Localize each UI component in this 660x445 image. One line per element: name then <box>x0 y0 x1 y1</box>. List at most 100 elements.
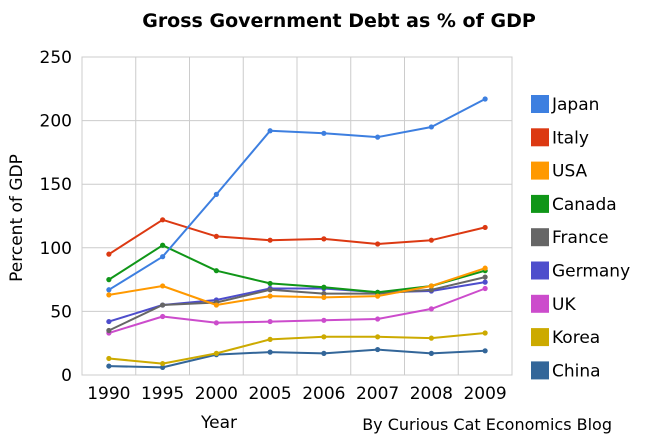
y-tick-label: 50 <box>50 302 72 322</box>
legend-swatch-korea <box>531 328 549 347</box>
y-tick-label: 250 <box>40 48 72 68</box>
x-tick-label: 2009 <box>463 384 506 404</box>
x-tick-label: 2000 <box>195 384 238 404</box>
grid <box>81 56 513 376</box>
legend: Japan Italy USA Canada France Germany UK Korea C… <box>531 95 630 381</box>
data-point-korea <box>428 335 434 341</box>
series-line-uk <box>108 287 486 334</box>
data-point-italy <box>213 233 219 239</box>
data-point-china <box>160 364 166 370</box>
data-point-korea <box>321 334 327 340</box>
x-tick-label: 1990 <box>87 384 130 404</box>
data-point-japan <box>321 130 327 136</box>
legend-label-korea: Korea <box>552 328 600 348</box>
credit-text: By Curious Cat Economics Blog <box>362 415 612 434</box>
legend-swatch-uk <box>531 294 549 313</box>
data-point-germany <box>482 279 488 285</box>
data-point-japan <box>267 128 273 134</box>
data-point-uk <box>428 306 434 312</box>
x-axis-label: Year <box>200 413 237 433</box>
y-tick-label: 200 <box>40 112 72 132</box>
data-point-usa <box>428 283 434 289</box>
data-point-germany <box>106 318 112 325</box>
data-point-korea <box>106 355 112 362</box>
legend-label-usa: USA <box>552 162 588 182</box>
data-point-uk <box>267 318 273 325</box>
x-tick-label: 2007 <box>356 384 399 404</box>
data-point-italy <box>267 237 273 243</box>
data-point-france <box>428 287 434 293</box>
series-line-usa <box>108 267 486 306</box>
data-point-canada <box>267 280 273 287</box>
legend-label-japan: Japan <box>551 95 599 115</box>
data-point-canada <box>213 268 219 274</box>
legend-swatch-germany <box>531 261 549 280</box>
data-point-usa <box>267 293 273 299</box>
data-point-italy <box>106 251 112 257</box>
data-point-china <box>267 349 273 355</box>
legend-swatch-japan <box>531 95 549 113</box>
data-point-china <box>106 363 112 369</box>
y-tick-label: 100 <box>40 239 72 259</box>
data-point-japan <box>375 134 381 140</box>
data-point-canada <box>375 289 381 295</box>
data-point-italy <box>375 241 381 247</box>
series-line-japan <box>108 98 486 291</box>
data-point-japan <box>106 287 112 293</box>
data-point-japan <box>482 96 488 102</box>
x-tick-label: 2006 <box>302 384 345 404</box>
x-tick-label: 2008 <box>410 384 453 404</box>
data-point-uk <box>375 316 381 322</box>
series-line-france <box>108 276 486 332</box>
series-layer <box>106 96 488 370</box>
data-point-china <box>428 350 434 356</box>
legend-swatch-italy <box>531 128 549 147</box>
legend-swatch-france <box>531 228 549 247</box>
data-point-china <box>321 350 327 356</box>
data-point-japan <box>428 124 434 130</box>
data-point-uk <box>160 313 166 320</box>
data-point-korea <box>375 334 381 340</box>
data-point-italy <box>428 237 434 243</box>
series-line-italy <box>108 218 486 256</box>
y-tick-label: 150 <box>40 175 72 195</box>
series-line-korea <box>108 332 486 365</box>
data-point-korea <box>160 360 166 367</box>
data-point-france <box>106 327 112 334</box>
data-point-france <box>267 287 273 293</box>
data-point-italy <box>321 236 327 242</box>
chart-title: Gross Government Debt as % of GDP <box>142 10 536 32</box>
legend-swatch-usa <box>531 161 549 180</box>
data-point-usa <box>375 293 381 299</box>
data-point-uk <box>213 320 219 326</box>
data-point-korea <box>213 350 219 356</box>
data-point-canada <box>160 242 166 248</box>
axes: 0 50 100 150 200 250 1990 1995 2000 2005 2006 2007 2… <box>40 48 507 404</box>
legend-label-italy: Italy <box>552 128 589 148</box>
legend-label-germany: Germany <box>552 262 630 282</box>
series-line-china <box>108 348 486 369</box>
legend-swatch-china <box>531 361 549 380</box>
legend-label-france: France <box>552 228 609 248</box>
data-point-usa <box>321 294 327 301</box>
data-point-japan <box>160 254 166 260</box>
y-axis-label: Percent of GDP <box>7 154 27 282</box>
legend-label-china: China <box>552 361 601 381</box>
x-tick-label: 2005 <box>248 384 291 404</box>
data-point-usa <box>213 302 219 308</box>
legend-swatch-canada <box>531 194 549 213</box>
legend-label-uk: UK <box>552 295 576 315</box>
data-point-usa <box>106 292 112 298</box>
legend-label-canada: Canada <box>552 195 617 215</box>
data-point-france <box>321 290 327 297</box>
data-point-usa <box>482 265 488 271</box>
data-point-korea <box>482 330 488 336</box>
data-point-china <box>482 348 488 354</box>
data-point-uk <box>482 285 488 292</box>
data-point-japan <box>213 191 219 197</box>
data-point-canada <box>321 284 327 290</box>
data-point-uk <box>321 317 327 323</box>
x-tick-label: 1995 <box>141 384 184 404</box>
